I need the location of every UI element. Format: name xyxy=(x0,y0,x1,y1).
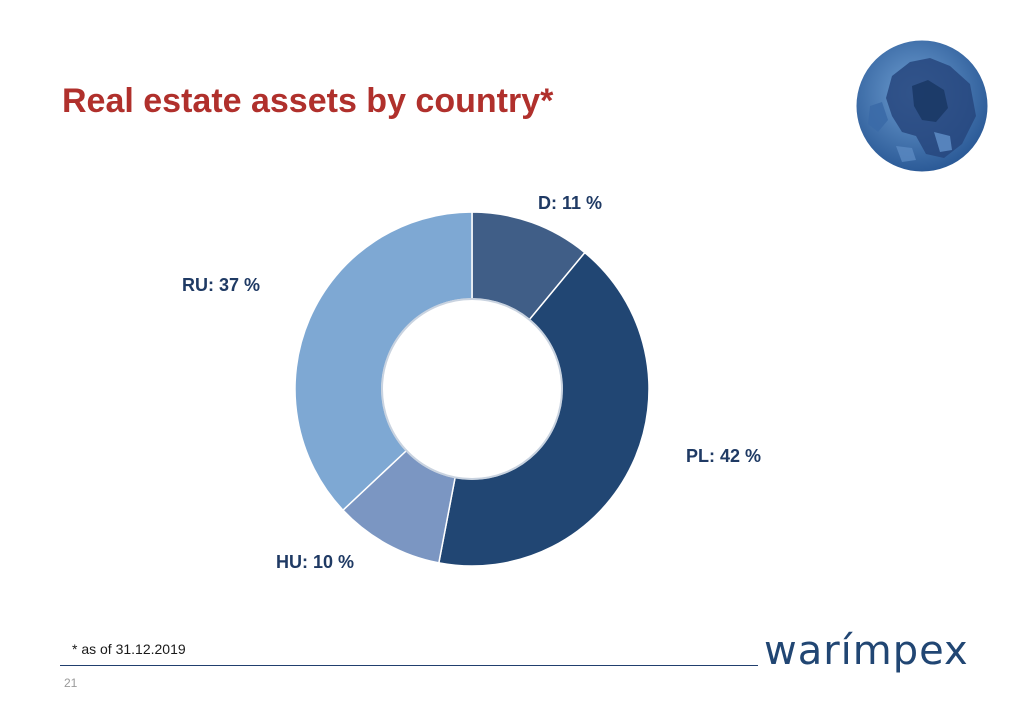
footnote: * as of 31.12.2019 xyxy=(72,641,186,657)
slice-ru xyxy=(294,211,473,512)
label-pl: PL: 42 % xyxy=(686,446,761,466)
donut-inner-ring xyxy=(381,298,563,480)
europe-globe-icon xyxy=(855,39,989,173)
page-number: 21 xyxy=(64,676,78,690)
company-logo: warímpex xyxy=(764,628,969,674)
label-hu: HU: 10 % xyxy=(276,552,354,572)
footer-divider xyxy=(60,665,758,666)
label-ru: RU: 37 % xyxy=(182,275,260,295)
label-d: D: 11 % xyxy=(538,193,602,213)
slide-title: Real estate assets by country* xyxy=(62,82,554,120)
